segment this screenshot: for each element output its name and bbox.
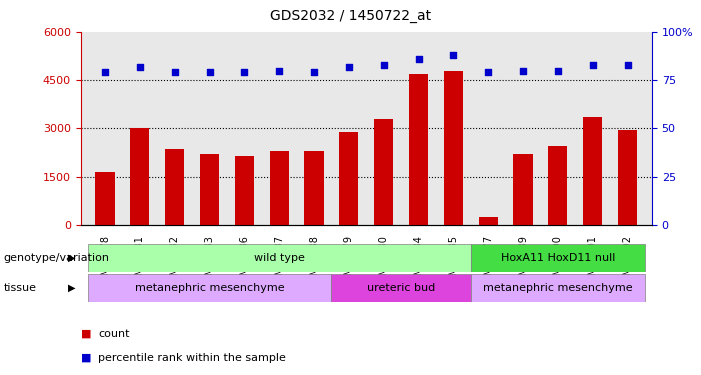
Bar — [235, 156, 254, 225]
Bar — [339, 132, 358, 225]
Bar — [548, 146, 567, 225]
Point — [134, 64, 145, 70]
Bar — [444, 70, 463, 225]
Point — [587, 62, 599, 68]
Point — [100, 69, 111, 75]
Bar — [583, 117, 602, 225]
Bar — [88, 244, 471, 272]
Point — [378, 62, 389, 68]
Text: ■: ■ — [81, 329, 91, 339]
Bar — [270, 151, 289, 225]
Text: genotype/variation: genotype/variation — [4, 253, 109, 262]
Point — [552, 68, 564, 74]
Text: HoxA11 HoxD11 null: HoxA11 HoxD11 null — [501, 253, 615, 263]
Point — [622, 62, 633, 68]
Bar — [130, 128, 149, 225]
Text: ■: ■ — [81, 353, 91, 363]
Text: metanephric mesenchyme: metanephric mesenchyme — [483, 283, 633, 293]
Point — [343, 64, 355, 70]
Text: ▶: ▶ — [68, 283, 76, 292]
Text: count: count — [98, 329, 130, 339]
Point — [413, 56, 424, 62]
Bar — [479, 217, 498, 225]
Text: wild type: wild type — [254, 253, 305, 263]
Text: metanephric mesenchyme: metanephric mesenchyme — [135, 283, 285, 293]
Point — [273, 68, 285, 74]
Point — [448, 52, 459, 58]
Bar — [304, 151, 324, 225]
Text: percentile rank within the sample: percentile rank within the sample — [98, 353, 286, 363]
Bar — [165, 149, 184, 225]
Text: GDS2032 / 1450722_at: GDS2032 / 1450722_at — [270, 9, 431, 23]
Point — [308, 69, 320, 75]
Text: ureteric bud: ureteric bud — [367, 283, 435, 293]
Bar — [618, 130, 637, 225]
Bar — [409, 74, 428, 225]
Bar — [95, 172, 114, 225]
Bar — [332, 274, 471, 302]
Bar — [88, 274, 332, 302]
Bar — [513, 154, 533, 225]
Text: ▶: ▶ — [68, 253, 76, 262]
Bar — [471, 244, 645, 272]
Text: tissue: tissue — [4, 283, 36, 292]
Point — [169, 69, 180, 75]
Point — [204, 69, 215, 75]
Point — [239, 69, 250, 75]
Point — [482, 69, 494, 75]
Point — [517, 68, 529, 74]
Bar — [374, 119, 393, 225]
Bar — [200, 154, 219, 225]
Bar — [471, 274, 645, 302]
